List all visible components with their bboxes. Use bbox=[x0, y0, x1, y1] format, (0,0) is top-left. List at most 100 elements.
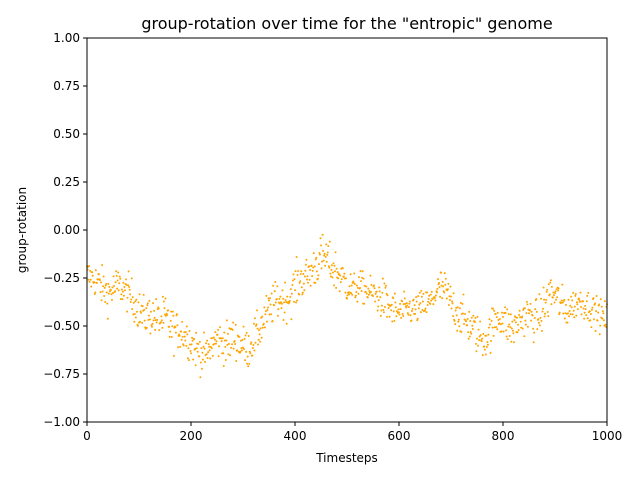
scatter-point bbox=[561, 283, 564, 286]
scatter-point bbox=[569, 313, 572, 316]
scatter-point bbox=[207, 351, 210, 354]
scatter-point bbox=[128, 285, 131, 288]
scatter-point bbox=[443, 272, 446, 275]
scatter-point bbox=[306, 275, 309, 278]
scatter-point bbox=[232, 347, 235, 350]
scatter-point bbox=[375, 290, 378, 293]
scatter-point bbox=[292, 273, 295, 276]
scatter-point bbox=[569, 304, 572, 307]
scatter-point bbox=[525, 312, 528, 315]
scatter-point bbox=[598, 333, 601, 336]
scatter-point bbox=[123, 286, 126, 289]
scatter-point bbox=[355, 291, 358, 294]
scatter-point bbox=[122, 294, 125, 297]
y-axis-ticks: 1.00 0.75 0.50 0.25 0.00 −0.25 −0.50 −0.75 −1.00 bbox=[43, 31, 87, 429]
scatter-point bbox=[95, 281, 98, 284]
scatter-point bbox=[106, 317, 109, 320]
scatter-point bbox=[104, 300, 107, 303]
scatter-point bbox=[159, 321, 162, 324]
scatter-point bbox=[441, 297, 444, 300]
scatter-point bbox=[392, 310, 395, 313]
scatter-point bbox=[385, 284, 387, 287]
scatter-point bbox=[128, 288, 131, 291]
scatter-point bbox=[224, 345, 227, 348]
scatter-point bbox=[143, 308, 146, 311]
scatter-point bbox=[224, 359, 227, 362]
scatter-point bbox=[223, 331, 226, 334]
scatter-point bbox=[374, 292, 377, 295]
scatter-point bbox=[383, 306, 386, 309]
scatter-point bbox=[506, 308, 509, 311]
scatter-point bbox=[427, 297, 430, 300]
scatter-point bbox=[598, 303, 601, 306]
scatter-point bbox=[408, 302, 411, 305]
scatter-point bbox=[217, 355, 220, 358]
scatter-point bbox=[516, 331, 519, 334]
scatter-point bbox=[154, 319, 157, 322]
scatter-point bbox=[114, 281, 117, 284]
scatter-point bbox=[407, 306, 410, 309]
scatter-point bbox=[127, 284, 130, 287]
scatter-point bbox=[372, 294, 374, 297]
scatter-point bbox=[135, 310, 138, 313]
scatter-point bbox=[429, 302, 432, 305]
scatter-point bbox=[100, 281, 103, 284]
scatter-point bbox=[357, 292, 360, 295]
scatter-point bbox=[363, 302, 366, 305]
scatter-point bbox=[158, 329, 161, 332]
scatter-point bbox=[367, 287, 370, 290]
scatter-point bbox=[333, 284, 335, 287]
scatter-point bbox=[242, 325, 245, 328]
scatter-point bbox=[273, 304, 276, 307]
scatter-point bbox=[468, 335, 471, 338]
scatter-point bbox=[215, 340, 218, 343]
scatter-point bbox=[434, 299, 437, 302]
scatter-point bbox=[246, 355, 249, 358]
scatter-point bbox=[563, 317, 566, 320]
scatter-point bbox=[336, 271, 339, 274]
scatter-point bbox=[504, 306, 507, 309]
scatter-point bbox=[415, 296, 418, 299]
scatter-point bbox=[471, 328, 474, 331]
scatter-point bbox=[524, 319, 527, 322]
scatter-point bbox=[289, 295, 292, 298]
scatter-point bbox=[553, 301, 556, 304]
scatter-point bbox=[594, 302, 597, 305]
scatter-point bbox=[427, 300, 430, 303]
scatter-point bbox=[94, 291, 97, 294]
scatter-point bbox=[118, 275, 121, 278]
scatter-point bbox=[454, 309, 457, 312]
y-tick-label: 0.25 bbox=[53, 175, 80, 189]
scatter-point bbox=[339, 281, 342, 284]
scatter-point bbox=[498, 322, 501, 325]
scatter-point bbox=[235, 360, 238, 363]
scatter-point bbox=[571, 299, 574, 302]
scatter-point bbox=[213, 342, 216, 345]
plot-frame bbox=[86, 37, 608, 423]
scatter-point bbox=[380, 309, 383, 312]
scatter-point bbox=[249, 342, 252, 345]
scatter-point bbox=[472, 314, 475, 317]
scatter-point bbox=[322, 259, 325, 262]
scatter-point bbox=[351, 293, 354, 296]
scatter-point bbox=[317, 274, 320, 277]
scatter-point bbox=[116, 287, 119, 290]
scatter-point bbox=[308, 278, 311, 281]
scatter-point bbox=[417, 307, 420, 310]
scatter-point bbox=[517, 323, 520, 326]
scatter-point bbox=[544, 312, 547, 315]
scatter-point bbox=[181, 320, 184, 323]
scatter-point bbox=[174, 331, 177, 334]
scatter-point bbox=[531, 314, 534, 317]
scatter-point bbox=[232, 321, 235, 324]
scatter-point bbox=[361, 270, 364, 273]
scatter-point bbox=[539, 316, 542, 319]
scatter-point bbox=[583, 311, 586, 314]
scatter-point bbox=[100, 299, 103, 302]
scatter-point bbox=[266, 306, 269, 309]
scatter-point bbox=[210, 347, 213, 350]
scatter-point bbox=[222, 365, 225, 368]
scatter-point bbox=[390, 309, 393, 312]
scatter-point bbox=[521, 327, 524, 330]
scatter-point bbox=[341, 267, 344, 270]
